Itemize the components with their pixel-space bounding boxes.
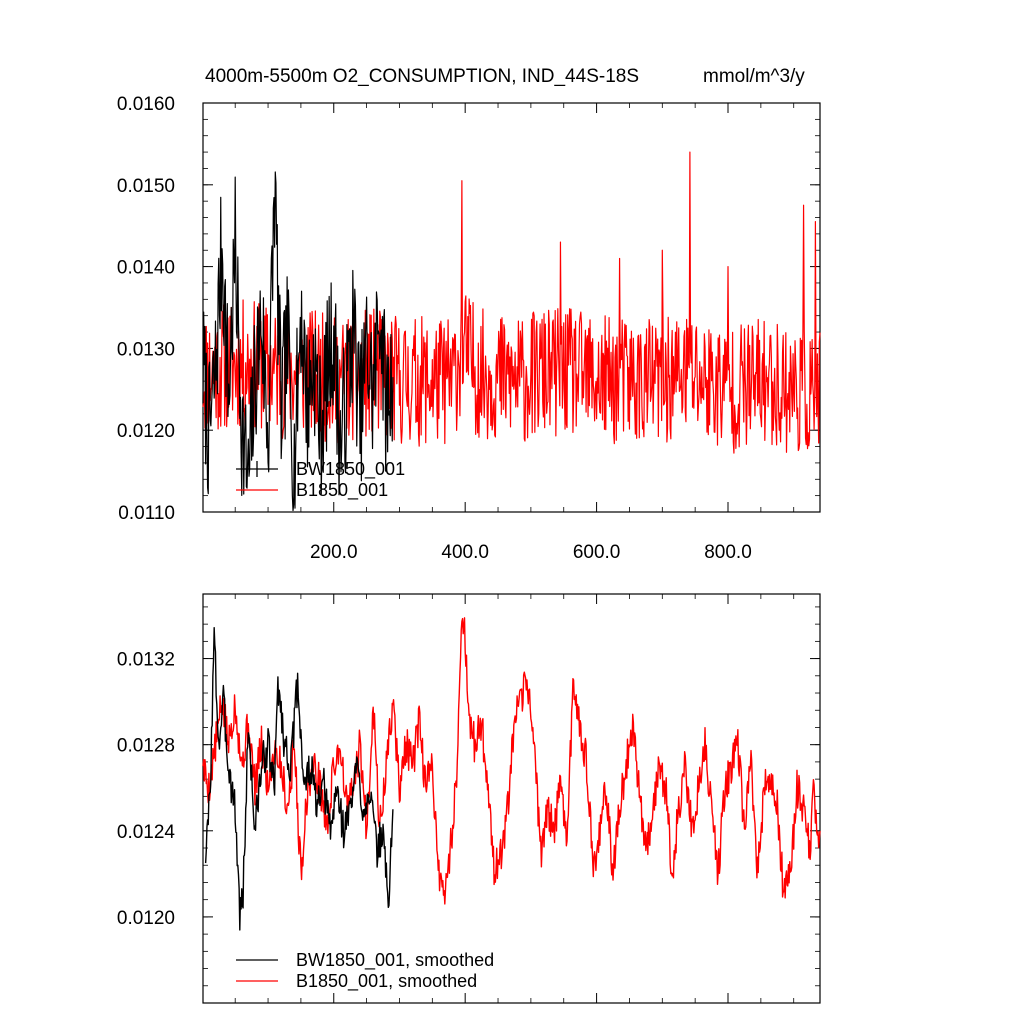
top-xtick-label: 400.0 xyxy=(441,542,489,563)
top-ytick-label: 0.0110 xyxy=(118,503,175,524)
bottom-ytick-label: 0.0124 xyxy=(117,822,176,843)
top-axis-ticks: 0.0110 0.0120 0.0130 0.0140 0.0150 0.0160 200.… xyxy=(117,94,820,563)
series-line-bw1850 xyxy=(202,171,394,512)
legend-label-b-smoothed: B1850_001, smoothed xyxy=(296,971,477,992)
top-plot-frame xyxy=(202,102,821,513)
chart-title: 4000m-5500m O2_CONSUMPTION, IND_44S-18S xyxy=(205,66,639,87)
series-line-b1850-smoothed xyxy=(202,617,821,905)
legend-label-bw: BW1850_001 xyxy=(296,459,405,480)
bottom-ytick-label: 0.0120 xyxy=(117,908,175,929)
top-ytick-label: 0.0130 xyxy=(117,339,175,360)
top-legend: BW1850_001 B1850_001 xyxy=(236,459,405,501)
top-ytick-label: 0.0160 xyxy=(117,94,175,115)
bottom-ytick-label: 0.0128 xyxy=(117,736,175,757)
top-ytick-label: 0.0140 xyxy=(117,258,175,279)
bottom-axis-ticks: 0.0120 0.0124 0.0128 0.0132 xyxy=(117,594,820,1004)
series-line-b1850 xyxy=(202,151,821,454)
top-xtick-label: 800.0 xyxy=(704,542,752,563)
bottom-panel: 0.0120 0.0124 0.0128 0.0132 BW1850_001, smo… xyxy=(117,593,821,1004)
series-line-bw1850-smoothed xyxy=(204,627,394,931)
bottom-legend: BW1850_001, smoothed B1850_001, smoothed xyxy=(236,950,494,992)
legend-label-b: B1850_001 xyxy=(296,480,388,501)
top-panel: 0.0110 0.0120 0.0130 0.0140 0.0150 0.0160 200.… xyxy=(117,94,821,563)
chart-units: mmol/m^3/y xyxy=(703,66,805,87)
bottom-ytick-label: 0.0132 xyxy=(117,650,175,671)
bottom-plot-frame xyxy=(202,593,821,1004)
bottom-series-lines xyxy=(202,617,821,931)
top-ytick-label: 0.0120 xyxy=(117,421,175,442)
top-xtick-label: 200.0 xyxy=(310,542,358,563)
top-xtick-label: 600.0 xyxy=(573,542,621,563)
top-ytick-label: 0.0150 xyxy=(117,176,175,197)
legend-label-bw-smoothed: BW1850_001, smoothed xyxy=(296,950,494,971)
top-series-lines xyxy=(202,151,821,512)
